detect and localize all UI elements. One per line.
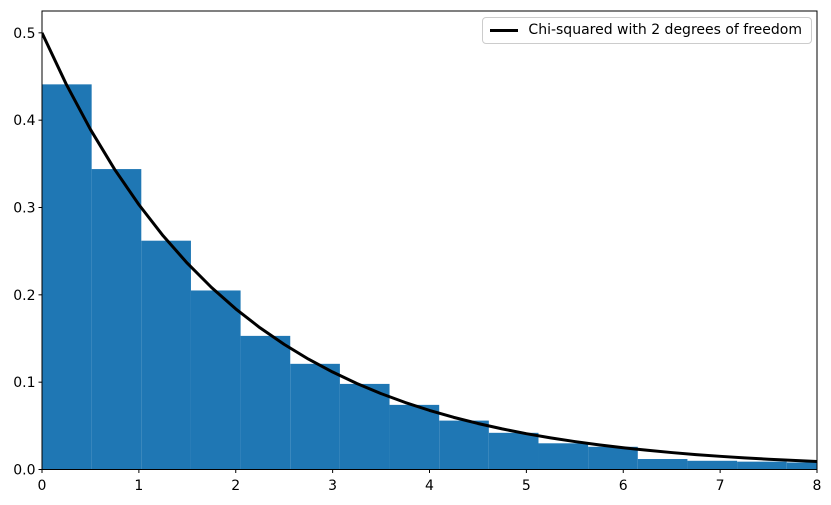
legend: Chi-squared with 2 degrees of freedom bbox=[482, 17, 812, 44]
x-tick-label: 3 bbox=[328, 478, 337, 494]
histogram-bar bbox=[190, 290, 241, 470]
y-tick-label: 0.4 bbox=[13, 113, 35, 129]
density-curve bbox=[42, 32, 817, 463]
histogram-bar bbox=[141, 240, 191, 470]
x-tick-label: 5 bbox=[522, 478, 531, 494]
histogram-bar bbox=[786, 462, 817, 470]
histogram-bar bbox=[240, 335, 291, 470]
x-tick-label: 6 bbox=[619, 478, 628, 494]
axis-ticks bbox=[38, 32, 818, 473]
histogram-bar bbox=[42, 84, 92, 470]
y-tick-label: 0.3 bbox=[13, 201, 35, 217]
legend-label: Chi-squared with 2 degrees of freedom bbox=[528, 22, 802, 38]
x-tick-label: 1 bbox=[134, 478, 143, 494]
legend-line-sample bbox=[490, 29, 519, 32]
histogram-bar bbox=[637, 459, 688, 470]
x-tick-label: 0 bbox=[38, 478, 47, 494]
histogram-bar bbox=[91, 169, 142, 470]
y-tick-label: 0.2 bbox=[13, 288, 35, 304]
y-tick-label: 0.0 bbox=[13, 463, 35, 479]
histogram-bar bbox=[687, 460, 738, 470]
x-tick-label: 8 bbox=[813, 478, 822, 494]
plot-frame bbox=[41, 10, 818, 470]
histogram-bar bbox=[488, 432, 539, 470]
y-tick-label: 0.1 bbox=[13, 375, 35, 391]
histogram-bar bbox=[588, 446, 638, 470]
histogram-bar bbox=[389, 404, 440, 470]
x-tick-label: 2 bbox=[231, 478, 240, 494]
histogram-bar bbox=[737, 461, 787, 470]
histogram-bar bbox=[339, 383, 390, 470]
histogram-bar bbox=[290, 363, 340, 470]
histogram-bar bbox=[538, 443, 589, 470]
y-tick-label: 0.5 bbox=[13, 26, 35, 42]
histogram bbox=[42, 84, 817, 470]
axis-tick-labels: 0 1 2 3 4 5 6 7 8 0.0 0.1 0.2 0.3 0.4 0.5 bbox=[13, 26, 821, 494]
x-tick-label: 7 bbox=[716, 478, 725, 494]
x-tick-label: 4 bbox=[425, 478, 434, 494]
histogram-bar bbox=[439, 420, 489, 470]
